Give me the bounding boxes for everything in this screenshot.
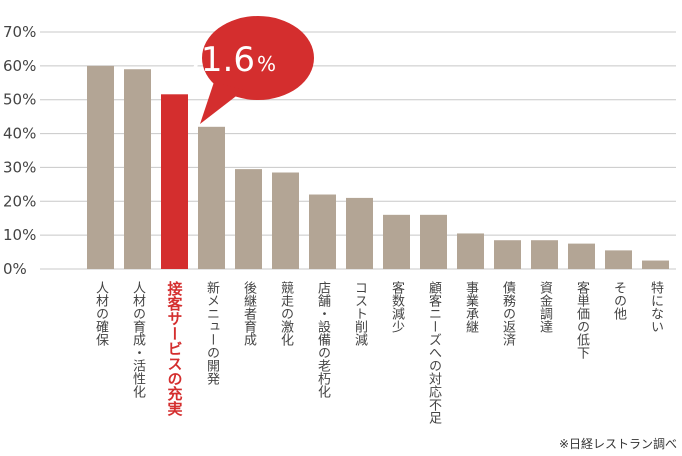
category-labels: 人材の確保 人材の育成・活性化 接客サービスの充実 新メニューの開発 後継者育成 競走の激… (93, 280, 664, 425)
source-note: ※日経レストラン調べ (559, 437, 677, 451)
y-tick-label: 20% (3, 192, 36, 210)
bar (87, 65, 114, 269)
y-tick-label: 60% (3, 57, 36, 75)
bar (605, 250, 632, 269)
y-tick-label: 40% (3, 125, 36, 143)
category-label: 競走の激化 (278, 281, 294, 347)
category-label: 接客サービスの充実 (166, 280, 184, 417)
bar (198, 126, 225, 269)
y-axis-ticks: 0% 10% 20% 30% 40% 50% 60% 70% (3, 23, 36, 278)
y-tick-label: 30% (3, 158, 36, 176)
category-label: 特にない (648, 281, 664, 333)
bar (531, 240, 558, 269)
bar (457, 233, 484, 269)
bar (235, 169, 262, 269)
bar (272, 172, 299, 269)
y-tick-label: 10% (3, 226, 36, 244)
bar (161, 94, 188, 269)
category-label: 店舗・設備の老朽化 (315, 281, 331, 399)
category-label: 人材の育成・活性化 (130, 281, 146, 399)
category-label: 客単価の低下 (574, 280, 590, 359)
y-tick-label: 0% (3, 260, 27, 278)
bar (494, 240, 521, 269)
category-label: 債務の返済 (500, 281, 516, 346)
callout-value: 51.6 (179, 40, 255, 80)
category-label: 人材の確保 (93, 281, 109, 346)
bar (420, 214, 447, 269)
category-label: コスト削減 (352, 281, 368, 347)
category-label: その他 (611, 281, 627, 321)
bars (87, 65, 669, 269)
bar (124, 69, 151, 269)
callout-bubble (202, 16, 314, 100)
callout-unit: % (257, 52, 276, 76)
y-tick-label: 50% (3, 91, 36, 109)
y-tick-label: 70% (3, 23, 36, 41)
category-label: 新メニューの開発 (204, 280, 220, 386)
bar (642, 260, 669, 269)
bar (568, 243, 595, 269)
bar (383, 214, 410, 269)
category-label: 事業承継 (463, 281, 479, 333)
bar (346, 197, 373, 269)
bar (309, 194, 336, 269)
category-label: 客数減少 (389, 280, 405, 333)
category-label: 後継者育成 (241, 281, 257, 347)
category-label: 資金調達 (537, 281, 553, 333)
value-callout: 51.6 % (179, 16, 314, 124)
category-label: 顧客ニーズへの対応不足 (426, 281, 442, 425)
callout-tail (200, 82, 244, 124)
